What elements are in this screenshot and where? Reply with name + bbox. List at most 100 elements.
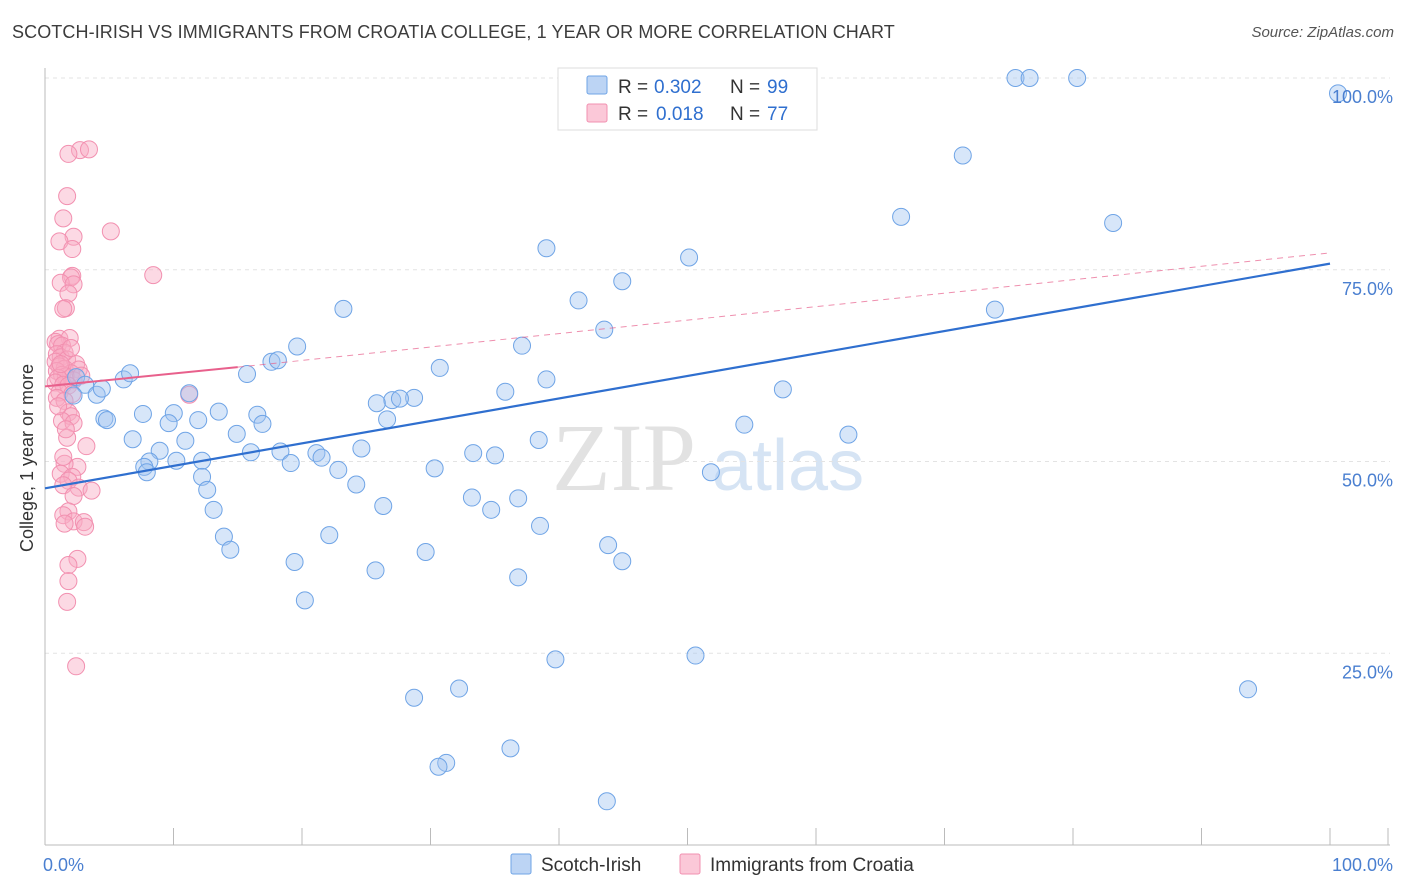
series-legend: Scotch-Irish Immigrants from Croatia [510,853,914,876]
y-tick-labels: 100.0% 75.0% 50.0% 25.0% [1332,87,1393,682]
scotch-irish-point [209,402,228,421]
stats-legend: R = 0.302 N = 99 R = 0.018 N = 77 [557,67,818,131]
scotch-irish-point [985,300,1004,319]
scotch-irish-point [374,496,393,515]
scotch-irish-point [486,446,505,465]
scotch-irish-point [701,463,720,482]
scotch-irish-point [595,320,614,339]
scotch-irish-point [613,272,632,291]
watermark-atlas: atlas [712,426,864,506]
scotch-irish-point [176,431,195,450]
chart-title: SCOTCH-IRISH VS IMMIGRANTS FROM CROATIA … [12,22,895,42]
x-tick-labels: 0.0% 100.0% [43,855,1393,875]
scotch-irish-point [204,500,223,519]
croatia-point [68,549,87,568]
scotch-irish-point [390,389,409,408]
croatia-point [79,140,98,159]
scotch-irish-point [430,358,449,377]
trend-lines [44,252,1331,490]
croatia-point [82,481,101,500]
scotch-irish-point [953,146,972,165]
scotch-irish-point [546,650,565,669]
scotch-irish-point [295,591,314,610]
bottom-legend-scotch-irish: Scotch-Irish [541,855,641,876]
croatia-point [64,487,83,506]
scotch-irish-point [383,391,402,410]
croatia-point [59,144,78,163]
scotch-irish-point [529,431,548,450]
scotch-irish-point [285,552,304,571]
y-tick-label: 100.0% [1332,87,1393,107]
legend-r-value-2: 0.018 [656,104,704,125]
scotch-irish-point [501,739,520,758]
scotch-irish-point [416,543,435,562]
croatia-point [60,329,79,348]
scotch-irish-point [892,207,911,226]
source-label: Source: ZipAtlas.com [1251,24,1394,41]
scotch-irish-point [253,414,272,433]
croatia-point [77,437,96,456]
scotch-irish-point [378,410,397,429]
scotch-irish-point [97,411,116,430]
scotch-irish-point [133,404,152,423]
scotch-irish-point [496,382,515,401]
scotch-irish-point [288,337,307,356]
scotch-irish-point [773,380,792,399]
scotch-irish-point [1104,213,1123,232]
scotch-irish-point [312,448,331,467]
scotch-irish-point [214,527,233,546]
scotch-irish-point [450,679,469,698]
scotch-irish-point [221,540,240,559]
scotch-irish-point [262,352,281,371]
scotch-irish-point [1020,69,1039,87]
croatia-trend-line [44,366,238,388]
scotch-irish-point [482,500,501,519]
scotch-irish-point [735,415,754,434]
scotch-irish-point [537,370,556,389]
scotch-irish-point [686,646,705,665]
scotch-irish-point [268,351,287,370]
croatia-point [58,592,77,611]
legend-n-value-1: 99 [767,77,788,98]
scotch-irish-point [405,388,424,407]
croatia-point [101,222,120,241]
croatia-point [49,397,68,416]
legend-r-value-1: 0.302 [654,77,702,98]
x-tick-label: 100.0% [1332,855,1393,875]
croatia-point [76,517,95,536]
bottom-legend-croatia: Immigrants from Croatia [710,855,914,876]
watermark: ZIP atlas [552,404,864,511]
scotch-irish-point [248,405,267,424]
scotch-irish-point [367,394,386,413]
scotch-irish-point [320,526,339,545]
scotch-irish-point [281,454,300,473]
scotch-irish-point [67,368,86,387]
croatia-point [59,556,78,575]
scotch-irish-point [352,439,371,458]
scotch-irish-point [164,404,183,423]
scotch-irish-point [64,386,83,405]
y-tick-label: 50.0% [1342,471,1393,491]
croatia-point [64,275,83,294]
legend-swatch-croatia [586,103,608,123]
legend-n-label-2: N = [730,104,760,125]
scotch-irish-point [537,239,556,258]
scotch-irish-point [405,688,424,707]
croatia-point [70,141,89,160]
scotch-irish-point [839,425,858,444]
scotch-irish-point [334,299,353,318]
scotch-irish-point [1239,680,1258,699]
legend-swatch-scotch-irish [586,75,608,95]
legend-r-label-1: R = [618,77,648,98]
scotch-irish-point [189,411,208,430]
series-croatia-points [46,140,199,676]
croatia-point [51,355,70,374]
y-tick-label: 75.0% [1342,279,1393,299]
scotch-irish-point [123,430,142,449]
croatia-point [63,240,82,259]
croatia-point [59,572,78,591]
legend-n-label-1: N = [730,77,760,98]
scotch-irish-point [425,459,444,478]
scotch-irish-point [680,248,699,267]
croatia-point [61,338,80,357]
